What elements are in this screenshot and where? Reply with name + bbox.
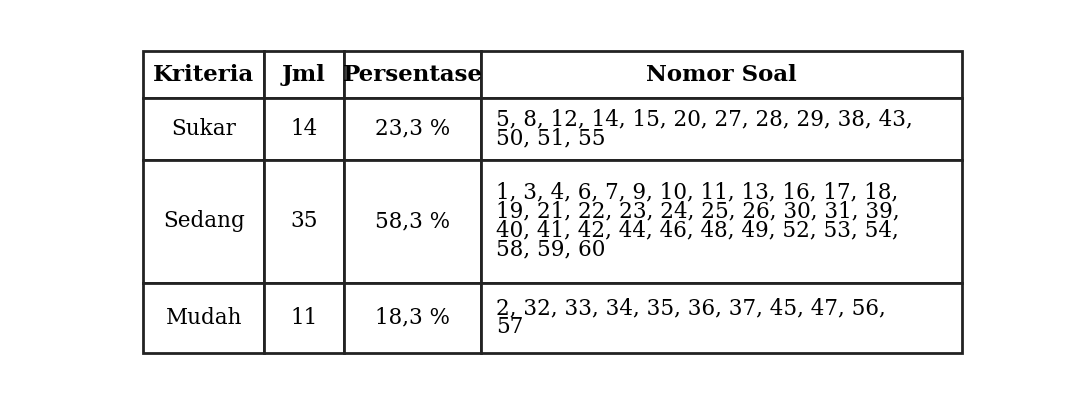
Text: Nomor Soal: Nomor Soal [646, 64, 797, 86]
Bar [264, 160, 344, 282]
Bar [344, 282, 481, 353]
Bar [481, 51, 962, 98]
Text: Mudah: Mudah [165, 307, 241, 329]
Bar [143, 160, 264, 282]
Text: 1, 3, 4, 6, 7, 9, 10, 11, 13, 16, 17, 18,: 1, 3, 4, 6, 7, 9, 10, 11, 13, 16, 17, 18… [496, 181, 899, 203]
Text: 35: 35 [290, 210, 318, 232]
Text: 18,3 %: 18,3 % [375, 307, 450, 329]
Text: 14: 14 [290, 118, 318, 140]
Text: 58, 59, 60: 58, 59, 60 [496, 239, 606, 261]
Text: 11: 11 [290, 307, 318, 329]
Bar [344, 51, 481, 98]
Text: 2, 32, 33, 34, 35, 36, 37, 45, 47, 56,: 2, 32, 33, 34, 35, 36, 37, 45, 47, 56, [496, 297, 886, 319]
Text: Jml: Jml [282, 64, 326, 86]
Bar [344, 160, 481, 282]
Bar [143, 282, 264, 353]
Text: 57: 57 [496, 316, 524, 338]
Bar [481, 98, 962, 160]
Text: 19, 21, 22, 23, 24, 25, 26, 30, 31, 39,: 19, 21, 22, 23, 24, 25, 26, 30, 31, 39, [496, 200, 900, 222]
Text: Sedang: Sedang [163, 210, 245, 232]
Bar [344, 98, 481, 160]
Text: 50, 51, 55: 50, 51, 55 [496, 127, 606, 149]
Bar [481, 282, 962, 353]
Bar [264, 51, 344, 98]
Text: Kriteria: Kriteria [153, 64, 254, 86]
Bar [264, 282, 344, 353]
Text: 58,3 %: 58,3 % [375, 210, 450, 232]
Text: Persentase: Persentase [343, 64, 483, 86]
Text: 40, 41, 42, 44, 46, 48, 49, 52, 53, 54,: 40, 41, 42, 44, 46, 48, 49, 52, 53, 54, [496, 220, 899, 242]
Bar [143, 51, 264, 98]
Bar [143, 98, 264, 160]
Text: 5, 8, 12, 14, 15, 20, 27, 28, 29, 38, 43,: 5, 8, 12, 14, 15, 20, 27, 28, 29, 38, 43… [496, 108, 913, 130]
Text: 23,3 %: 23,3 % [375, 118, 451, 140]
Text: Sukar: Sukar [171, 118, 236, 140]
Bar [264, 98, 344, 160]
Bar [481, 160, 962, 282]
